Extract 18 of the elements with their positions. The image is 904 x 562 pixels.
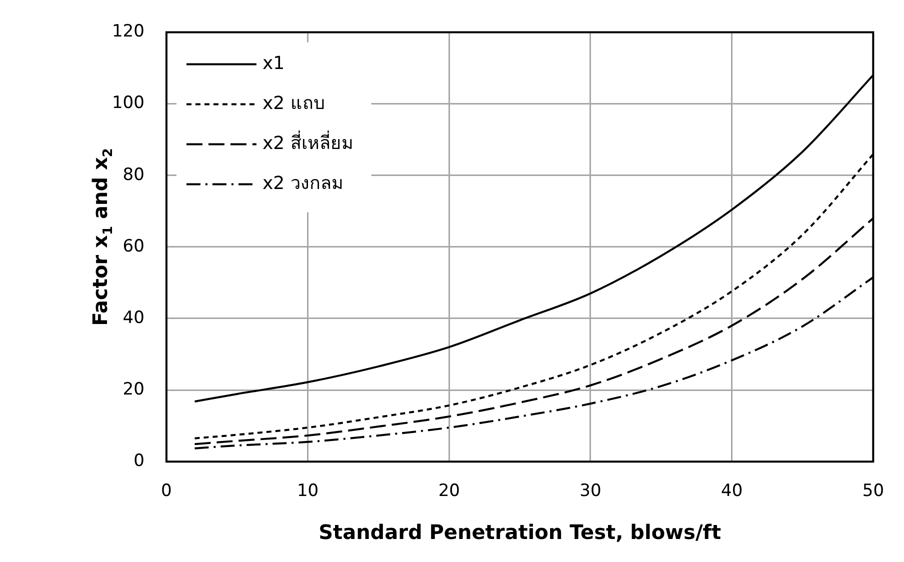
x-tick-label: 10	[296, 481, 319, 502]
x-tick-label: 0	[161, 481, 172, 502]
y-tick-label: 80	[122, 164, 144, 185]
y-tick-label: 0	[134, 451, 144, 472]
y-tick-label: 100	[112, 93, 144, 114]
legend-label: x2 แถบ	[262, 92, 324, 114]
legend-label: x2 วงกลม	[262, 172, 344, 194]
y-tick-label: 20	[122, 379, 144, 400]
y-tick-label: 120	[112, 22, 144, 42]
y-tick-label: 40	[122, 308, 144, 328]
x-tick-label: 30	[580, 481, 602, 502]
legend-label: x1	[262, 52, 285, 74]
x-tick-label: 50	[862, 481, 884, 502]
x-tick-label: 40	[721, 481, 743, 502]
x-tick-label: 20	[438, 481, 460, 502]
x-axis-title: Standard Penetration Test, blows/ft	[318, 520, 722, 544]
y-tick-label: 60	[122, 236, 144, 256]
legend-label: x2 สี่เหลี่ยม	[262, 130, 354, 154]
